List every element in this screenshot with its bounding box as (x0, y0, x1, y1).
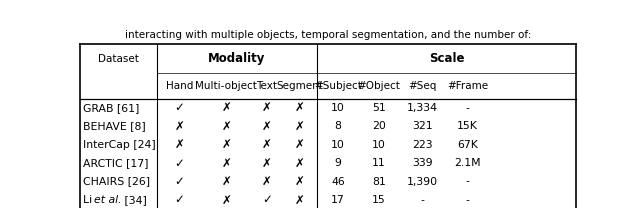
Text: #Frame: #Frame (447, 81, 488, 91)
Text: ✗: ✗ (221, 138, 231, 151)
Text: 11: 11 (372, 158, 386, 168)
Text: 1,390: 1,390 (406, 177, 438, 187)
Text: ✗: ✗ (295, 138, 305, 151)
Text: 10: 10 (331, 103, 345, 113)
Text: GRAB [61]: GRAB [61] (83, 103, 140, 113)
Text: ✗: ✗ (262, 120, 272, 133)
Text: -: - (420, 195, 424, 205)
Text: ✗: ✗ (262, 157, 272, 170)
Text: ✗: ✗ (295, 101, 305, 114)
Text: ✗: ✗ (221, 157, 231, 170)
Text: ✓: ✓ (174, 175, 184, 188)
Text: ✗: ✗ (262, 175, 272, 188)
Text: BEHAVE [8]: BEHAVE [8] (83, 121, 146, 131)
Text: CHAIRS [26]: CHAIRS [26] (83, 177, 150, 187)
Text: -: - (465, 103, 469, 113)
Text: ✗: ✗ (262, 101, 272, 114)
Text: 9: 9 (335, 158, 341, 168)
Text: Multi-object: Multi-object (195, 81, 257, 91)
Text: ✓: ✓ (174, 101, 184, 114)
Text: [34]: [34] (121, 195, 147, 205)
Text: ✗: ✗ (221, 175, 231, 188)
Text: 51: 51 (372, 103, 386, 113)
Text: -: - (465, 177, 469, 187)
Text: ✗: ✗ (174, 120, 184, 133)
Text: 46: 46 (331, 177, 345, 187)
Text: 10: 10 (372, 140, 386, 150)
Text: 8: 8 (335, 121, 341, 131)
Text: et al.: et al. (94, 195, 122, 205)
Text: ARCTIC [17]: ARCTIC [17] (83, 158, 148, 168)
Text: #Subject: #Subject (314, 81, 362, 91)
Text: ✗: ✗ (262, 138, 272, 151)
Text: ✓: ✓ (174, 193, 184, 206)
Text: Dataset: Dataset (98, 54, 139, 64)
Text: 2.1M: 2.1M (454, 158, 481, 168)
Text: Text: Text (256, 81, 277, 91)
Text: Li: Li (83, 195, 95, 205)
Text: 339: 339 (412, 158, 433, 168)
Text: 15K: 15K (457, 121, 478, 131)
Text: 17: 17 (331, 195, 345, 205)
Text: 67K: 67K (457, 140, 478, 150)
Text: ✓: ✓ (174, 157, 184, 170)
Text: InterCap [24]: InterCap [24] (83, 140, 156, 150)
Text: ✗: ✗ (221, 101, 231, 114)
Text: 15: 15 (372, 195, 386, 205)
Text: interacting with multiple objects, temporal segmentation, and the number of:: interacting with multiple objects, tempo… (125, 30, 531, 40)
Text: ✗: ✗ (295, 120, 305, 133)
Text: #Object: #Object (357, 81, 400, 91)
Text: ✗: ✗ (295, 175, 305, 188)
Text: 81: 81 (372, 177, 386, 187)
Text: ✓: ✓ (262, 193, 272, 206)
Text: Segment: Segment (276, 81, 323, 91)
Text: #Seq: #Seq (408, 81, 436, 91)
Text: 1,334: 1,334 (407, 103, 438, 113)
Text: ✗: ✗ (295, 193, 305, 206)
Text: Scale: Scale (429, 52, 464, 65)
Text: 20: 20 (372, 121, 386, 131)
Text: 321: 321 (412, 121, 433, 131)
Text: ✗: ✗ (295, 157, 305, 170)
Text: Modality: Modality (208, 52, 266, 65)
Text: Hand: Hand (166, 81, 193, 91)
Text: ✗: ✗ (174, 138, 184, 151)
Text: ✗: ✗ (221, 193, 231, 206)
Text: -: - (465, 195, 469, 205)
Text: 10: 10 (331, 140, 345, 150)
Text: 223: 223 (412, 140, 433, 150)
Text: ✗: ✗ (221, 120, 231, 133)
